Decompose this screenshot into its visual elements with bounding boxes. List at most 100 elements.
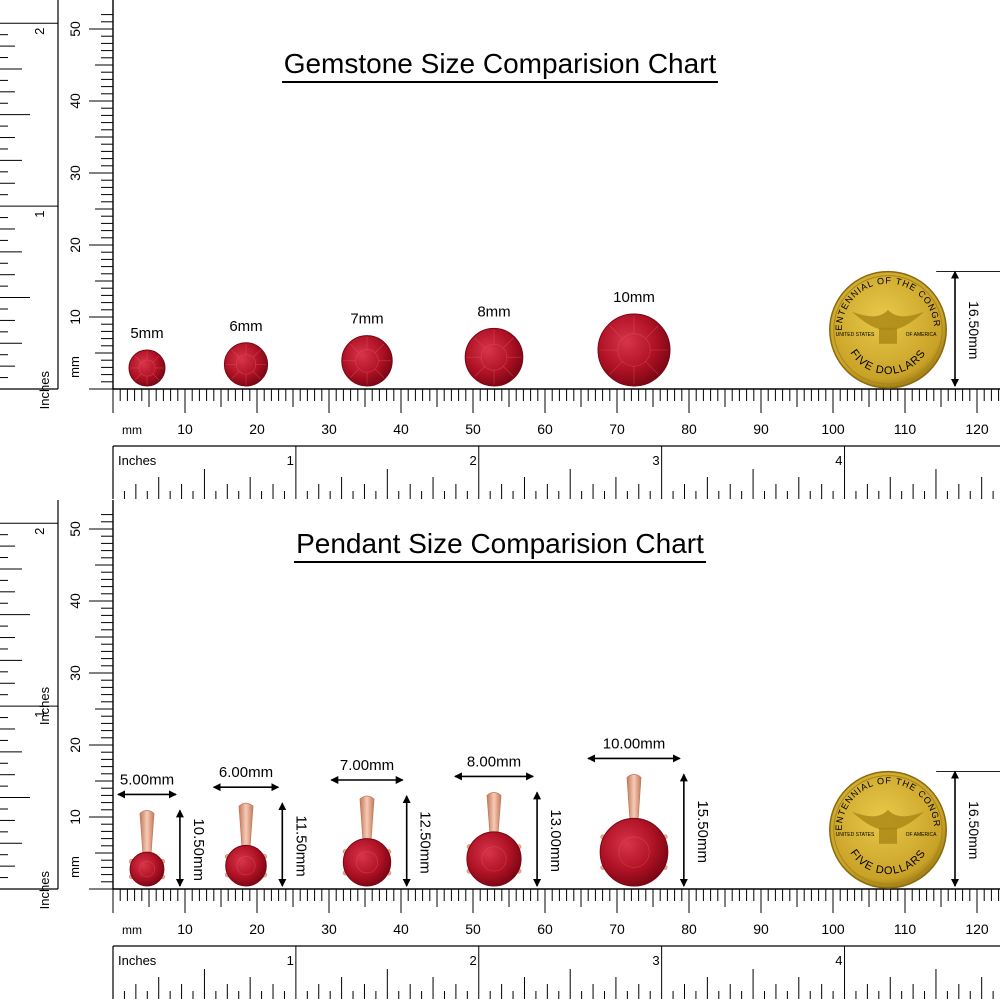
gem-table xyxy=(235,354,257,375)
pendant-width-label: 7.00mm xyxy=(340,757,394,774)
pendant-width-label: 8.00mm xyxy=(467,753,521,770)
bottom-mm-tick-label: 100 xyxy=(821,421,845,437)
gem-facet xyxy=(474,366,486,377)
bottom-mm-tick-label: 70 xyxy=(609,921,625,937)
bottom-mm-tick-label: 110 xyxy=(894,421,917,437)
left-mm-tick-label: 20 xyxy=(67,237,83,253)
gem-table xyxy=(138,359,156,377)
gemstone-size-label: 7mm xyxy=(350,311,383,328)
gem-facet xyxy=(502,366,514,377)
pendant-width-label: 10.00mm xyxy=(603,735,666,752)
left-mm-tick-label: 20 xyxy=(67,737,83,753)
pendant-3: 7.00mm 12.50mm xyxy=(330,757,434,887)
gemstone-3: 7mm xyxy=(341,311,393,387)
bottom-inch-tick-label: 2 xyxy=(470,453,477,468)
gem-facet xyxy=(349,343,360,353)
coin-height-label: 16.50mm xyxy=(966,301,982,359)
gem-table xyxy=(139,861,155,877)
left-mm-tick-label: 50 xyxy=(67,21,83,37)
bottom-inches-axis-label: Inches xyxy=(118,953,157,968)
pendant-5: 10.00mm 15.50mm xyxy=(587,735,711,887)
pendant-bail xyxy=(359,795,375,842)
left-mm-tick-label: 30 xyxy=(67,665,83,681)
pendant-bail xyxy=(626,774,642,821)
left-mm-axis-label: mm xyxy=(67,356,82,378)
pendant-height-label: 10.50mm xyxy=(190,818,207,881)
gem-facet xyxy=(349,368,360,378)
ruby-gem xyxy=(225,844,267,887)
gem-facet xyxy=(134,373,142,381)
bottom-mm-tick-label: 60 xyxy=(537,921,553,937)
coin-left-text: UNITED STATES xyxy=(836,832,875,838)
bottom-inch-tick-label: 3 xyxy=(652,453,659,468)
gem-table xyxy=(617,333,651,367)
gem-table xyxy=(355,349,379,373)
pendant-chart-title: Pendant Size Comparision Chart xyxy=(0,528,1000,563)
gemstone-size-label: 6mm xyxy=(229,318,262,335)
bottom-mm-tick-label: 120 xyxy=(965,421,989,437)
left-mm-tick-label: 10 xyxy=(67,309,83,325)
gem-facet xyxy=(231,371,240,380)
bottom-mm-tick-label: 20 xyxy=(249,921,265,937)
gem-facet xyxy=(252,349,261,358)
ruby-gem xyxy=(466,831,522,887)
coin-dome-icon xyxy=(879,327,897,344)
bottom-mm-axis-label: mm xyxy=(122,923,142,937)
pendant-1: 5.00mm 10.50mm xyxy=(117,771,207,887)
gemstone-size-label: 8mm xyxy=(477,303,510,320)
bottom-mm-tick-label: 80 xyxy=(681,921,697,937)
gem-facet xyxy=(609,325,623,339)
gem-table xyxy=(480,343,508,371)
coin-top-text: BICENTENNIAL OF THE CONGRESS xyxy=(0,0,942,331)
coin-eagle-icon xyxy=(852,309,924,330)
bottom-inch-tick-label: 1 xyxy=(287,953,294,968)
left-mm-tick-label: 30 xyxy=(67,165,83,181)
gem-facet xyxy=(374,343,385,353)
left-inch-tick-label: 2 xyxy=(32,528,47,535)
bottom-mm-tick-label: 60 xyxy=(537,421,553,437)
bottom-mm-tick-label: 10 xyxy=(177,421,193,437)
gemstone-1: 5mm xyxy=(128,325,166,387)
bottom-mm-tick-label: 30 xyxy=(321,921,337,937)
coin-right-text: OF AMERICA xyxy=(906,832,938,838)
gem-table xyxy=(356,851,378,874)
bottom-inches-axis-label: Inches xyxy=(118,453,157,468)
gemstone-5: 10mm xyxy=(597,289,671,387)
left-mm-tick-label: 40 xyxy=(67,93,83,109)
bottom-mm-tick-label: 100 xyxy=(821,921,845,937)
gem-facet xyxy=(502,337,514,349)
bottom-inch-tick-label: 1 xyxy=(287,453,294,468)
gem-facet xyxy=(134,355,142,363)
gem-facet xyxy=(152,355,160,363)
left-inches-axis-label-2: Inches xyxy=(37,686,52,725)
bottom-mm-tick-label: 80 xyxy=(681,421,697,437)
coin-rim xyxy=(833,775,943,885)
pendant-4: 8.00mm 13.00mm xyxy=(453,753,564,887)
pendant-height-label: 12.50mm xyxy=(417,811,434,874)
bottom-inch-tick-label: 4 xyxy=(835,453,842,468)
left-inches-axis-label: Inches xyxy=(37,871,52,910)
ruby-gem xyxy=(599,817,669,887)
gem-facet xyxy=(374,368,385,378)
bottom-mm-tick-label: 90 xyxy=(753,921,769,937)
bottom-inch-tick-label: 3 xyxy=(652,953,659,968)
bottom-mm-tick-label: 10 xyxy=(177,921,193,937)
gem-facet xyxy=(645,325,659,339)
gemstone-size-label: 5mm xyxy=(130,325,163,342)
bottom-mm-tick-label: 20 xyxy=(249,421,265,437)
bottom-mm-tick-label: 50 xyxy=(465,421,481,437)
bottom-mm-axis-label: mm xyxy=(122,423,142,437)
coin-rim xyxy=(833,275,943,385)
coin-height-label: 16.50mm xyxy=(966,801,982,859)
gem-table xyxy=(618,836,650,868)
left-inch-tick-label: 2 xyxy=(32,28,47,35)
gemstone-chart-title: Gemstone Size Comparision Chart xyxy=(0,48,1000,83)
gem-facet xyxy=(152,373,160,381)
left-mm-axis-label: mm xyxy=(67,856,82,878)
left-inch-tick-label: 1 xyxy=(32,211,47,218)
bottom-mm-tick-label: 40 xyxy=(393,921,409,937)
gem-table xyxy=(481,846,507,872)
bottom-mm-tick-label: 70 xyxy=(609,421,625,437)
